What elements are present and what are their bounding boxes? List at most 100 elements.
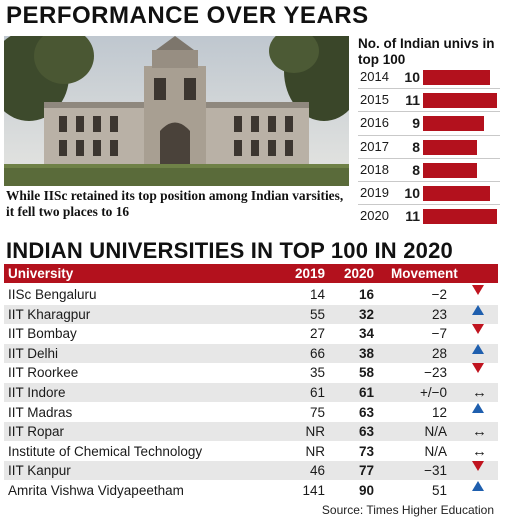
rank-2020: 61 <box>358 385 374 400</box>
movement-value: N/A <box>424 443 447 459</box>
rank-2019: 46 <box>309 463 325 479</box>
movement-value: −31 <box>424 463 447 479</box>
row-divider <box>358 157 500 159</box>
col-2019: 2019 <box>294 266 325 281</box>
bar <box>423 209 497 225</box>
rank-2019: NR <box>305 443 326 459</box>
table-row: Amrita Vishwa Vidyapeetham 141 90 51 <box>4 481 498 500</box>
year-label: 2019 <box>360 185 389 200</box>
year-label: 2016 <box>360 115 389 131</box>
university-name: IIT Ropar <box>8 424 65 440</box>
rank-2020: 38 <box>358 345 374 361</box>
row-divider <box>358 134 500 136</box>
bar <box>423 186 491 201</box>
rank-2019: 75 <box>309 404 325 420</box>
movement-value: −2 <box>431 287 447 302</box>
university-name: IIT Kanpur <box>8 463 71 479</box>
rank-2019: 66 <box>309 345 325 361</box>
movement-value: 28 <box>431 345 447 361</box>
rank-2019: 55 <box>309 306 325 322</box>
col-2020: 2020 <box>343 266 374 281</box>
bar <box>423 93 497 109</box>
row-divider <box>358 204 500 206</box>
university-name: IIT Kharagpur <box>8 306 91 322</box>
count-label: 8 <box>412 138 420 155</box>
section-title-performance: PERFORMANCE OVER YEARS <box>6 2 369 29</box>
table-row: IIT Roorkee 35 58 −23 <box>4 363 498 382</box>
row-divider <box>358 111 500 113</box>
rank-2019: 27 <box>309 326 325 342</box>
bar-row-2019: 2019 10 <box>360 182 506 204</box>
movement-value: −7 <box>431 326 447 342</box>
bar-chart-title: No. of Indian univs in top 100 <box>358 36 495 67</box>
rank-2019: 35 <box>309 365 325 381</box>
rank-2020: 77 <box>358 463 374 479</box>
year-label: 2020 <box>360 208 389 224</box>
bar-row-2014: 2014 10 <box>360 66 506 88</box>
table-row: IISc Bengaluru 14 16 −2 <box>4 285 498 304</box>
count-label: 11 <box>405 208 420 225</box>
movement-value: +/−0 <box>419 385 447 400</box>
bar-row-2015: 2015 11 <box>360 89 506 111</box>
rank-2020: 32 <box>358 306 374 322</box>
rank-2020: 73 <box>358 443 374 459</box>
university-name: Institute of Chemical Technology <box>8 443 203 459</box>
iisc-building-photo <box>4 36 349 186</box>
rank-2020: 90 <box>358 483 374 498</box>
year-label: 2018 <box>360 161 389 177</box>
university-name: IISc Bengaluru <box>8 287 97 302</box>
rank-2020: 63 <box>358 404 374 420</box>
count-label: 9 <box>412 115 420 132</box>
table-row: IIT Indore 61 61 +/−0 ↔ <box>4 383 498 402</box>
table-title: INDIAN UNIVERSITIES IN TOP 100 IN 2020 <box>6 238 453 263</box>
rank-2020: 63 <box>358 424 374 440</box>
year-label: 2014 <box>360 69 389 84</box>
bar-row-2017: 2017 8 <box>360 136 506 158</box>
university-name: IIT Indore <box>8 385 66 400</box>
rank-2019: NR <box>305 424 326 440</box>
table-row: IIT Ropar NR 63 N/A ↔ <box>4 422 498 442</box>
bar <box>423 162 477 178</box>
table-header: University 2019 2020 Movement <box>4 264 498 283</box>
bar-row-2020: 2020 11 <box>360 205 506 227</box>
movement-value: 51 <box>431 483 447 498</box>
movement-value: −23 <box>424 365 447 381</box>
year-label: 2017 <box>360 138 389 154</box>
col-university: University <box>8 266 74 281</box>
table-row: IIT Madras 75 63 12 <box>4 402 498 422</box>
count-label: 10 <box>404 185 420 201</box>
university-name: IIT Delhi <box>8 345 59 361</box>
bar <box>423 139 477 155</box>
rank-2020: 34 <box>358 326 374 342</box>
rank-2019: 61 <box>309 385 325 400</box>
table-row: IIT Kanpur 46 77 −31 <box>4 461 498 481</box>
university-name: IIT Roorkee <box>8 365 79 381</box>
rank-2019: 14 <box>309 287 325 302</box>
row-divider <box>358 181 500 182</box>
bar-row-2016: 2016 9 <box>360 112 506 134</box>
row-divider <box>358 88 500 90</box>
rank-2019: 141 <box>302 483 325 498</box>
bar-row-2018: 2018 8 <box>360 159 506 181</box>
movement-value: 12 <box>431 404 447 420</box>
source-note: Source: Times Higher Education <box>321 503 494 517</box>
count-label: 11 <box>405 92 420 109</box>
photo-caption: While IISc retained its top position amo… <box>6 188 344 219</box>
table-row: Institute of Chemical Technology NR 73 N/A ↔ <box>8 442 487 460</box>
university-name: IIT Bombay <box>8 326 77 342</box>
rank-2020: 16 <box>358 287 374 302</box>
bar <box>423 116 484 132</box>
university-name: IIT Madras <box>8 404 73 420</box>
movement-value: N/A <box>424 424 447 440</box>
count-label: 8 <box>412 161 420 178</box>
year-label: 2015 <box>360 92 389 108</box>
count-label: 10 <box>404 69 420 85</box>
table-row: IIT Bombay 27 34 −7 <box>4 324 498 343</box>
movement-value: 23 <box>431 306 447 322</box>
table-row: IIT Kharagpur 55 32 23 <box>4 304 498 324</box>
rank-2020: 58 <box>358 365 374 381</box>
university-name: Amrita Vishwa Vidyapeetham <box>8 483 184 498</box>
table-row: IIT Delhi 66 38 28 <box>4 343 498 363</box>
bar <box>423 70 491 85</box>
col-movement: Movement <box>391 266 458 281</box>
